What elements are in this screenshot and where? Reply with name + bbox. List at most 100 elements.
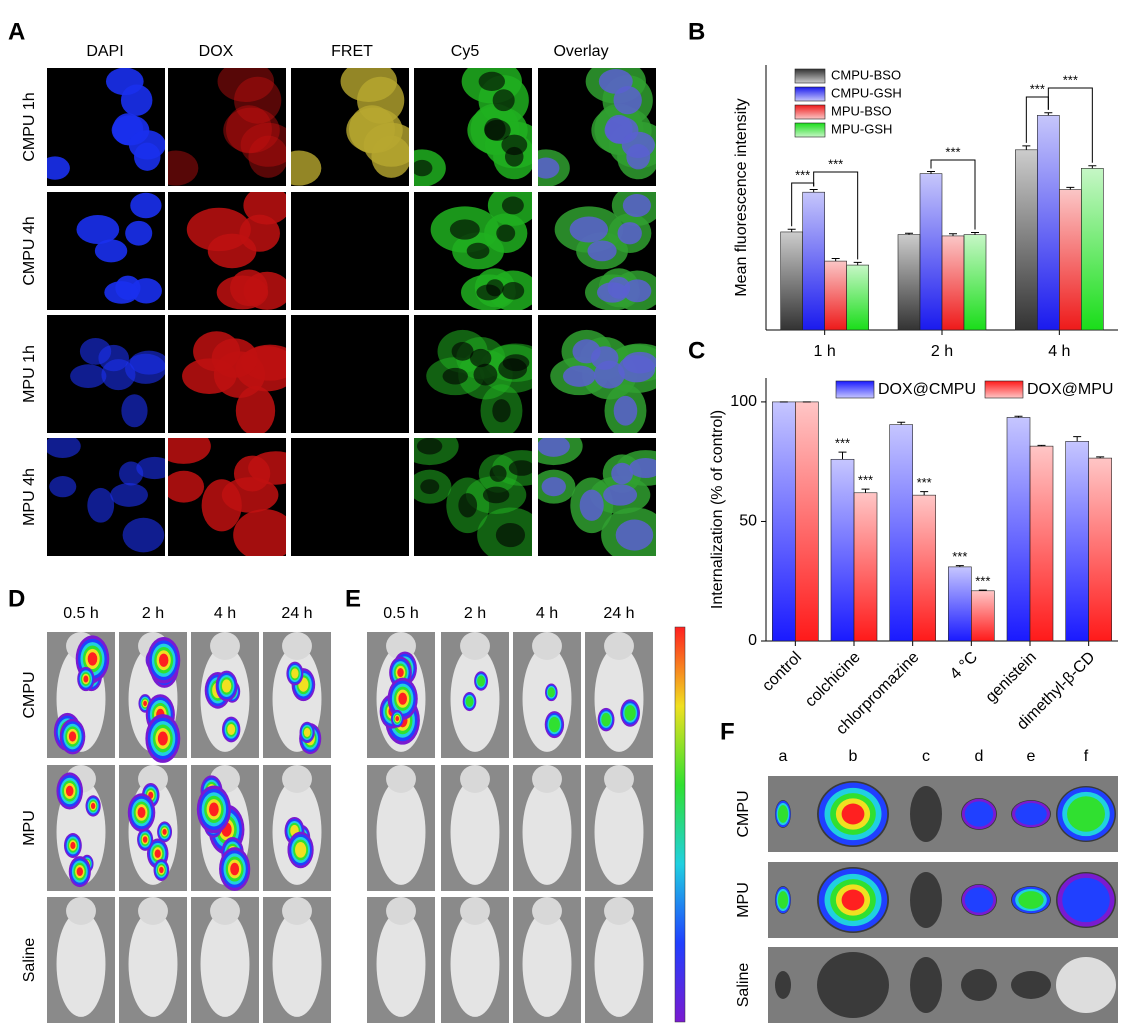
cell <box>233 509 286 556</box>
cell <box>420 479 440 495</box>
cell <box>502 354 530 372</box>
signal <box>477 675 486 687</box>
bar <box>941 235 965 331</box>
bracket <box>930 159 976 230</box>
bar <box>1037 115 1060 331</box>
colorbar <box>674 626 686 1023</box>
cell <box>587 240 617 262</box>
signal <box>398 692 407 705</box>
signal <box>209 802 219 817</box>
error-bar <box>853 261 862 266</box>
micrograph-content <box>168 438 286 556</box>
mouse-head <box>386 765 416 793</box>
signal <box>143 700 147 707</box>
mouse <box>522 646 572 752</box>
mouse-head <box>604 765 634 793</box>
row-label: Saline <box>735 963 752 1008</box>
cell <box>495 522 526 548</box>
bar <box>1081 168 1104 331</box>
cell <box>47 156 70 180</box>
cell <box>221 477 279 513</box>
x-tick-label: 1 h <box>814 343 836 360</box>
column-label: 4 h <box>536 605 558 622</box>
cell <box>223 107 280 153</box>
legend-swatch <box>794 122 826 138</box>
cell <box>119 461 144 486</box>
cell <box>484 119 511 141</box>
error-bar <box>861 488 870 493</box>
bar <box>802 191 825 331</box>
bracket <box>1047 87 1093 163</box>
panel-letter: D <box>8 585 25 612</box>
cell <box>613 395 638 426</box>
cell <box>216 275 269 310</box>
error-bar <box>1073 436 1082 442</box>
legend-swatch <box>794 104 826 120</box>
cell <box>414 159 433 177</box>
significance: *** <box>828 156 843 171</box>
mouse <box>522 911 572 1017</box>
column-label: 24 h <box>281 605 312 622</box>
row-label: CMPU 1h <box>21 92 38 161</box>
cell <box>622 194 651 217</box>
cell <box>98 344 129 372</box>
cell <box>489 465 507 482</box>
cell <box>47 438 81 459</box>
cell <box>122 517 165 553</box>
error-bar <box>787 228 796 232</box>
bar <box>1029 445 1054 642</box>
organ <box>775 971 791 999</box>
legend-label: CMPU-BSO <box>831 67 901 82</box>
mouse <box>450 779 500 885</box>
micrograph-content <box>70 337 165 428</box>
column-label: a <box>779 748 788 765</box>
mouse <box>594 646 644 752</box>
column-label: DOX <box>199 43 234 60</box>
column-label: f <box>1084 748 1089 765</box>
cell <box>458 493 478 518</box>
column-label: 4 h <box>214 605 236 622</box>
signal <box>548 716 560 733</box>
bar <box>963 234 987 331</box>
cell <box>49 476 77 498</box>
x-tick-label: 4 °C <box>947 649 981 683</box>
row-label: MPU 4h <box>21 468 38 526</box>
cell <box>451 341 474 361</box>
mouse-head <box>460 897 490 925</box>
cell <box>105 68 144 96</box>
cell <box>562 365 596 387</box>
mouse-head <box>282 897 312 925</box>
panel-letter: A <box>8 18 25 45</box>
cell <box>128 130 165 160</box>
signal <box>221 679 232 693</box>
legend-label: DOX@CMPU <box>878 381 976 398</box>
error-bar <box>978 589 987 591</box>
signal <box>230 862 240 876</box>
column-label: c <box>922 748 930 765</box>
micrograph-content <box>47 438 165 553</box>
column-label: 24 h <box>603 605 634 622</box>
signal <box>65 785 74 797</box>
cell <box>207 233 257 269</box>
mouse <box>594 911 644 1017</box>
mouse-head <box>604 897 634 925</box>
panel-letter: B <box>688 18 705 45</box>
signal <box>142 836 148 843</box>
y-tick-label: 0 <box>748 632 757 649</box>
error-bar <box>905 232 913 235</box>
micrograph-content <box>538 68 656 186</box>
cell <box>104 281 139 304</box>
micrograph <box>168 68 286 186</box>
mouse <box>594 779 644 885</box>
mouse <box>450 911 500 1017</box>
cell <box>621 131 655 159</box>
bar <box>830 458 855 642</box>
x-tick-label: genistein <box>983 649 1040 706</box>
bar <box>846 264 869 331</box>
cell <box>211 338 258 378</box>
signal <box>601 712 611 727</box>
cell <box>225 105 272 154</box>
signal <box>964 887 994 913</box>
bar <box>795 401 819 642</box>
